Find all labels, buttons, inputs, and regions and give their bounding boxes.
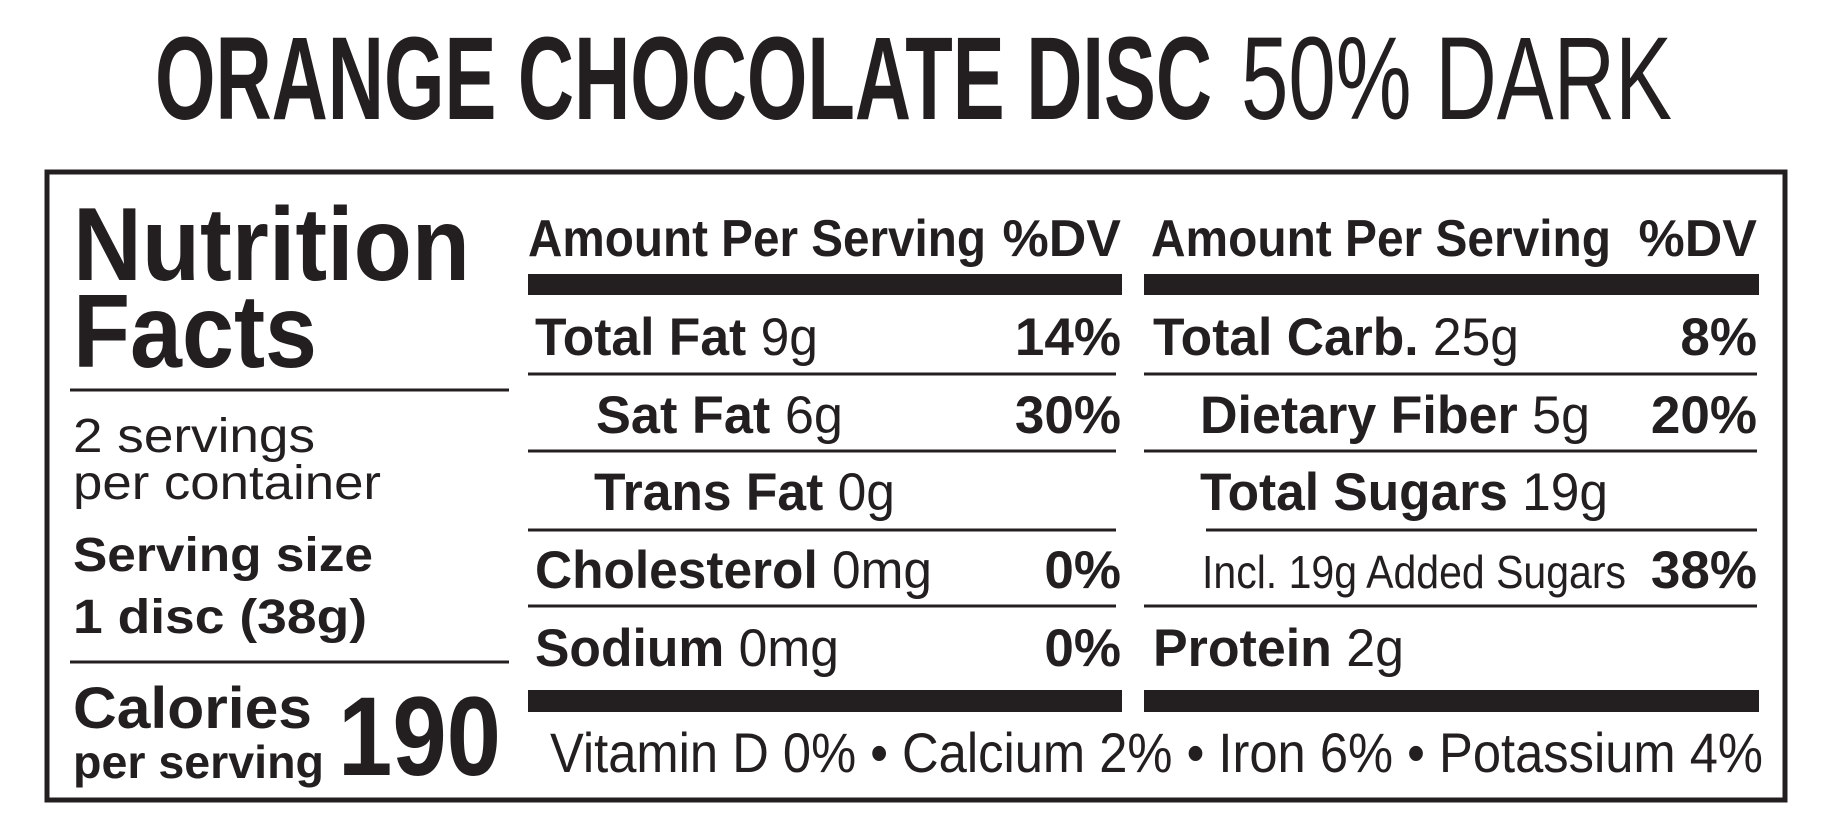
daily-value: 0% bbox=[1044, 619, 1121, 678]
nutrient-row: Incl. 19g Added Sugars bbox=[1202, 546, 1626, 598]
label-border bbox=[44, 169, 1788, 803]
thick-bar bbox=[1144, 274, 1759, 295]
daily-value: 20% bbox=[1651, 386, 1757, 445]
nutrient-row: Sodium 0mg bbox=[535, 619, 839, 678]
nutrient-row-part: 6g bbox=[770, 386, 843, 445]
daily-value: 38% bbox=[1651, 541, 1757, 600]
vitamins-part: Vitamin D 0% • Calcium 2% • Iron 6% • Po… bbox=[550, 721, 1763, 784]
nutrient-row: Dietary Fiber 5g bbox=[1200, 386, 1590, 445]
calories-value-part: 190 bbox=[338, 674, 501, 799]
heading: Facts bbox=[73, 274, 317, 390]
daily-value-part: 14% bbox=[1015, 308, 1121, 367]
nutrient-row-part: 9g bbox=[746, 308, 818, 367]
calories-value: 190 bbox=[338, 674, 501, 799]
nutrient-row-part: Total Sugars bbox=[1200, 463, 1508, 522]
serving-size-amount: 1 disc (38g) bbox=[73, 591, 367, 644]
product-variant-part: 50% DARK bbox=[1241, 13, 1672, 145]
nutrient-row-part: 0mg bbox=[724, 619, 839, 678]
daily-value: 8% bbox=[1680, 308, 1757, 367]
servings-part: per container bbox=[73, 457, 381, 510]
dv-header-part: %DV bbox=[1639, 210, 1758, 268]
calories-label-part: per serving bbox=[73, 736, 324, 788]
nutrient-row-part: 0g bbox=[823, 463, 895, 522]
daily-value-part: 8% bbox=[1680, 308, 1757, 367]
calories-label: Calories bbox=[73, 676, 312, 741]
nutrient-row-part: 25g bbox=[1419, 308, 1519, 367]
column-header: Amount Per Serving bbox=[1151, 210, 1611, 268]
vitamins: Vitamin D 0% • Calcium 2% • Iron 6% • Po… bbox=[550, 721, 1763, 784]
daily-value-part: 0% bbox=[1044, 541, 1121, 600]
calories-label: per serving bbox=[73, 736, 324, 788]
column-header-part: Amount Per Serving bbox=[1151, 210, 1611, 268]
column-header: Amount Per Serving bbox=[528, 210, 986, 268]
daily-value-part: 30% bbox=[1015, 386, 1121, 445]
dv-header: %DV bbox=[1639, 210, 1758, 268]
servings-part: 2 servings bbox=[73, 410, 315, 463]
serving-size-amount-part: 1 disc (38g) bbox=[73, 591, 367, 644]
heading-part: Nutrition bbox=[73, 187, 470, 303]
nutrient-row: Total Carb. 25g bbox=[1153, 308, 1519, 367]
dv-header: %DV bbox=[1003, 210, 1122, 268]
servings: 2 servings bbox=[73, 410, 315, 463]
nutrient-row-part: Protein bbox=[1153, 619, 1332, 678]
column-header-part: Amount Per Serving bbox=[528, 210, 986, 268]
nutrient-row-part: 19g bbox=[1508, 463, 1608, 522]
nutrient-row-part: Trans Fat bbox=[594, 463, 823, 522]
serving-size-label-part: Serving size bbox=[73, 529, 373, 582]
nutrient-row: Total Fat 9g bbox=[535, 308, 818, 367]
daily-value: 30% bbox=[1015, 386, 1121, 445]
daily-value-part: 20% bbox=[1651, 386, 1757, 445]
product-title: ORANGE CHOCOLATE DISC bbox=[155, 13, 1212, 145]
nutrient-row-part: Incl. 19g Added Sugars bbox=[1202, 546, 1626, 598]
servings: per container bbox=[73, 457, 381, 510]
nutrient-row: Total Sugars 19g bbox=[1200, 463, 1608, 522]
daily-value: 14% bbox=[1015, 308, 1121, 367]
thick-bar bbox=[528, 274, 1122, 295]
nutrient-row: Cholesterol 0mg bbox=[535, 541, 932, 600]
heading: Nutrition bbox=[73, 187, 470, 303]
nutrient-row-part: 5g bbox=[1518, 386, 1590, 445]
heading-part: Facts bbox=[73, 274, 317, 390]
nutrient-row-part: Total Fat bbox=[535, 308, 746, 367]
nutrient-row-part: Cholesterol bbox=[535, 541, 818, 600]
serving-size-label: Serving size bbox=[73, 529, 373, 582]
nutrient-row-part: Sat Fat bbox=[596, 386, 770, 445]
nutrient-row: Protein 2g bbox=[1153, 619, 1404, 678]
daily-value: 0% bbox=[1044, 541, 1121, 600]
daily-value-part: 0% bbox=[1044, 619, 1121, 678]
product-title-part: ORANGE CHOCOLATE DISC bbox=[155, 13, 1212, 145]
nutrient-row-part: Total Carb. bbox=[1153, 308, 1419, 367]
nutrient-row-part: 0mg bbox=[818, 541, 932, 600]
nutrient-row-part: Sodium bbox=[535, 619, 724, 678]
dv-header-part: %DV bbox=[1003, 210, 1122, 268]
thick-bar bbox=[528, 690, 1122, 712]
nutrient-row: Sat Fat 6g bbox=[596, 386, 843, 445]
nutrient-row-part: 2g bbox=[1332, 619, 1404, 678]
thick-bar bbox=[1144, 690, 1759, 712]
product-variant: 50% DARK bbox=[1241, 13, 1672, 145]
daily-value-part: 38% bbox=[1651, 541, 1757, 600]
row-dividers bbox=[528, 372, 1757, 608]
calories-label-part: Calories bbox=[73, 676, 312, 741]
nutrient-row-part: Dietary Fiber bbox=[1200, 386, 1518, 445]
nutrient-row: Trans Fat 0g bbox=[594, 463, 895, 522]
